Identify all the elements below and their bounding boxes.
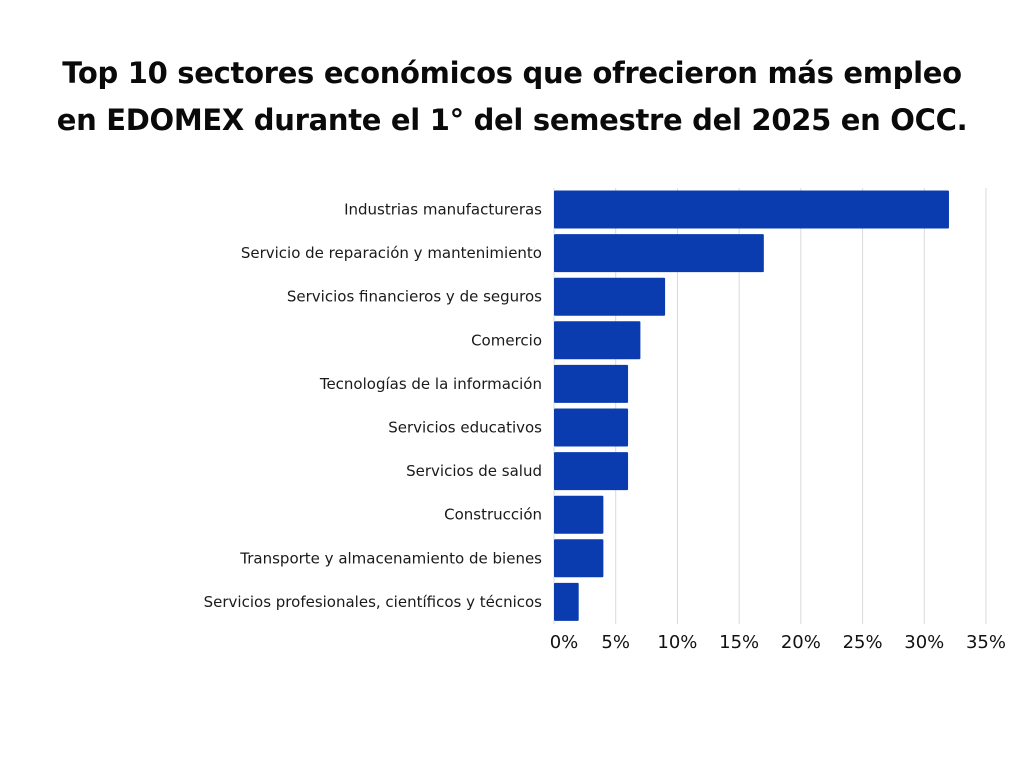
bar	[554, 277, 666, 316]
x-tick-label: 10%	[657, 632, 697, 653]
chart-title-line-1: Top 10 sectores económicos que ofreciero…	[62, 56, 962, 90]
bar	[554, 495, 604, 534]
x-axis-tick-labels: 0% 5% 10% 15% 20% 25% 30% 35%	[550, 632, 1006, 653]
x-tick-label: 20%	[781, 632, 821, 653]
bar	[554, 582, 579, 621]
x-tick-label: 15%	[719, 632, 759, 653]
category-labels: Industrias manufactureras Servicio de rep…	[204, 201, 543, 611]
bar	[554, 452, 629, 491]
x-tick-label: 0%	[550, 632, 579, 653]
bars	[554, 190, 949, 621]
grid-lines	[553, 188, 987, 624]
bar	[554, 190, 949, 229]
x-tick-label: 5%	[601, 632, 630, 653]
category-label: Tecnologías de la información	[319, 375, 542, 393]
category-label: Servicio de reparación y mantenimiento	[241, 244, 542, 262]
bar	[554, 364, 629, 403]
x-tick-label: 25%	[843, 632, 883, 653]
x-tick-label: 30%	[904, 632, 944, 653]
bar	[554, 408, 629, 447]
bar	[554, 321, 641, 360]
category-label: Transporte y almacenamiento de bienes	[239, 549, 542, 567]
category-label: Comercio	[471, 331, 542, 349]
category-label: Industrias manufactureras	[344, 201, 542, 219]
x-tick-label: 35%	[966, 632, 1006, 653]
category-label: Servicios de salud	[406, 462, 542, 480]
chart-title-line-2: en EDOMEX durante el 1° del semestre del…	[56, 103, 968, 137]
category-label: Servicios financieros y de seguros	[287, 288, 542, 306]
category-label: Servicios profesionales, científicos y t…	[204, 593, 543, 611]
chart-title: Top 10 sectores económicos que ofreciero…	[0, 50, 1024, 144]
bar	[554, 234, 764, 273]
category-label: Construcción	[444, 506, 542, 524]
category-label: Servicios educativos	[388, 419, 542, 437]
bar	[554, 539, 604, 578]
